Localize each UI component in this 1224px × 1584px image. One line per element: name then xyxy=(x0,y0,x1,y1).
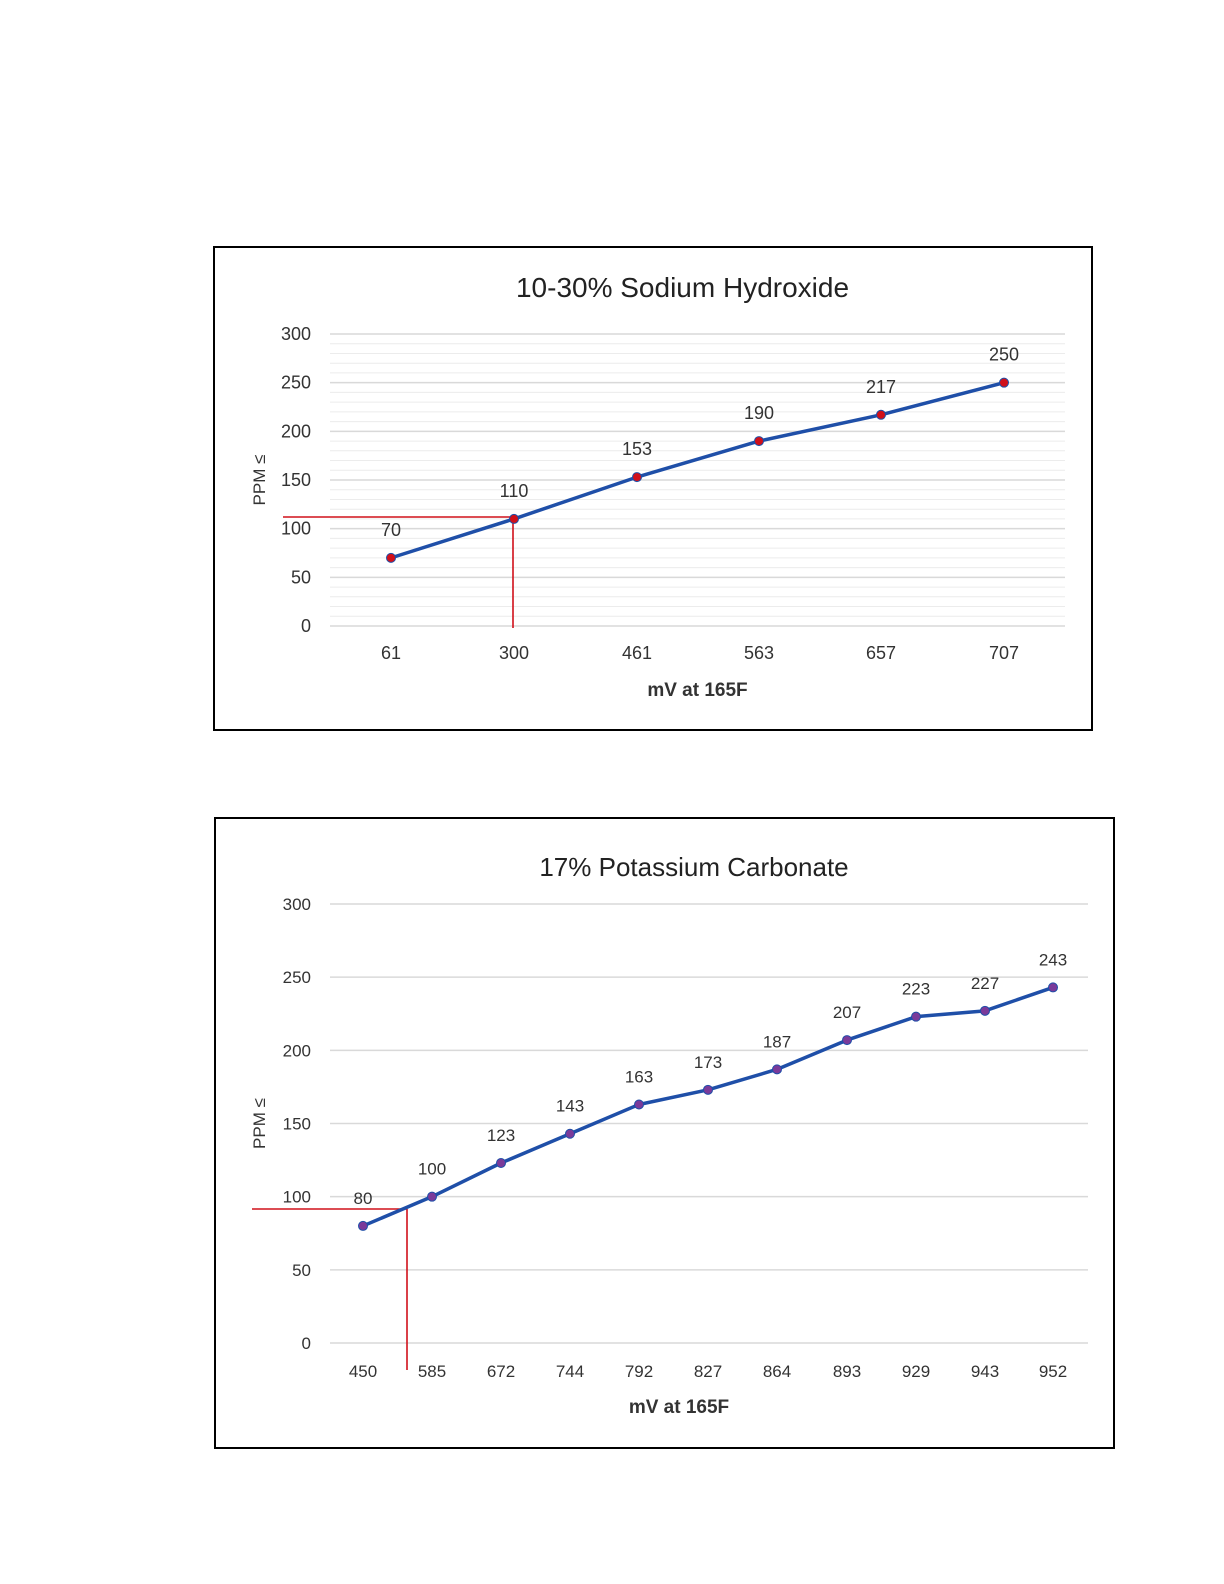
chart-frame xyxy=(213,246,1093,731)
y-tick-label: 250 xyxy=(283,968,311,987)
x-tick-label: 792 xyxy=(625,1362,653,1381)
x-tick-label: 864 xyxy=(763,1362,791,1381)
data-label: 143 xyxy=(556,1097,584,1116)
series-line xyxy=(390,380,1005,560)
x-tick-label: 585 xyxy=(418,1362,446,1381)
data-label: 123 xyxy=(487,1126,515,1145)
y-tick-label: 150 xyxy=(281,470,311,490)
x-tick-label: 744 xyxy=(556,1362,584,1381)
x-tick-label: 943 xyxy=(971,1362,999,1381)
chart-frame xyxy=(214,817,1115,1449)
x-tick-label: 827 xyxy=(694,1362,722,1381)
y-axis-label: PPM ≤ xyxy=(250,1098,269,1149)
data-point xyxy=(358,1220,368,1231)
x-tick-label: 657 xyxy=(866,643,896,663)
y-tick-label: 300 xyxy=(281,324,311,344)
data-label: 223 xyxy=(902,980,930,999)
chart-2: 17% Potassium Carbonate 0 50 100 150 200 250 30… xyxy=(214,817,1115,1449)
data-label: 80 xyxy=(354,1189,373,1208)
x-tick-label: 450 xyxy=(349,1362,377,1381)
y-tick-label: 0 xyxy=(301,616,311,636)
x-axis-label: mV at 165F xyxy=(629,1397,729,1418)
data-label: 110 xyxy=(500,481,529,501)
data-point xyxy=(876,409,886,420)
data-label: 227 xyxy=(971,974,999,993)
y-tick-label: 200 xyxy=(283,1041,311,1060)
data-label: 187 xyxy=(763,1032,791,1051)
data-point xyxy=(509,513,519,524)
data-point xyxy=(565,1128,575,1139)
data-point xyxy=(427,1191,437,1202)
y-tick-label: 50 xyxy=(291,567,311,587)
x-tick-label: 61 xyxy=(381,643,401,663)
y-tick-label: 200 xyxy=(281,421,311,441)
x-tick-label: 929 xyxy=(902,1362,930,1381)
y-tick-label: 100 xyxy=(281,519,311,539)
data-label: 163 xyxy=(625,1067,653,1086)
data-label: 153 xyxy=(622,439,652,459)
x-tick-label: 300 xyxy=(499,643,529,663)
y-tick-label: 100 xyxy=(283,1188,311,1207)
data-point xyxy=(634,1099,644,1110)
data-label: 190 xyxy=(744,403,774,423)
chart-1: 10-30% Sodium Hydroxide 0 50 100 150 200 250 30… xyxy=(213,246,1093,731)
data-label: 250 xyxy=(989,345,1019,365)
chart-title: 17% Potassium Carbonate xyxy=(539,852,848,882)
y-tick-label: 0 xyxy=(302,1334,311,1353)
y-tick-label: 50 xyxy=(292,1261,311,1280)
x-tick-label: 563 xyxy=(744,643,774,663)
data-label: 70 xyxy=(381,520,401,540)
x-tick-label: 952 xyxy=(1039,1362,1067,1381)
data-point xyxy=(632,472,642,483)
x-axis-label: mV at 165F xyxy=(647,680,747,701)
data-label: 100 xyxy=(418,1160,446,1179)
data-point xyxy=(911,1011,921,1022)
data-point xyxy=(772,1064,782,1075)
data-point xyxy=(999,377,1009,388)
y-tick-label: 150 xyxy=(283,1115,311,1134)
y-axis-label: PPM ≤ xyxy=(250,455,269,506)
data-point xyxy=(703,1084,713,1095)
data-point xyxy=(1048,982,1058,993)
data-point xyxy=(842,1035,852,1046)
data-point xyxy=(496,1158,506,1169)
x-tick-label: 672 xyxy=(487,1362,515,1381)
x-tick-label: 893 xyxy=(833,1362,861,1381)
data-label: 243 xyxy=(1039,950,1067,969)
data-label: 217 xyxy=(866,377,896,397)
data-label: 207 xyxy=(833,1003,861,1022)
data-point xyxy=(980,1005,990,1016)
chart-title: 10-30% Sodium Hydroxide xyxy=(516,272,849,303)
x-tick-label: 707 xyxy=(989,643,1019,663)
data-label: 173 xyxy=(694,1053,722,1072)
y-tick-label: 300 xyxy=(283,895,311,914)
x-tick-label: 461 xyxy=(622,643,652,663)
data-point xyxy=(386,552,396,563)
y-tick-label: 250 xyxy=(281,373,311,393)
data-point xyxy=(754,436,764,447)
